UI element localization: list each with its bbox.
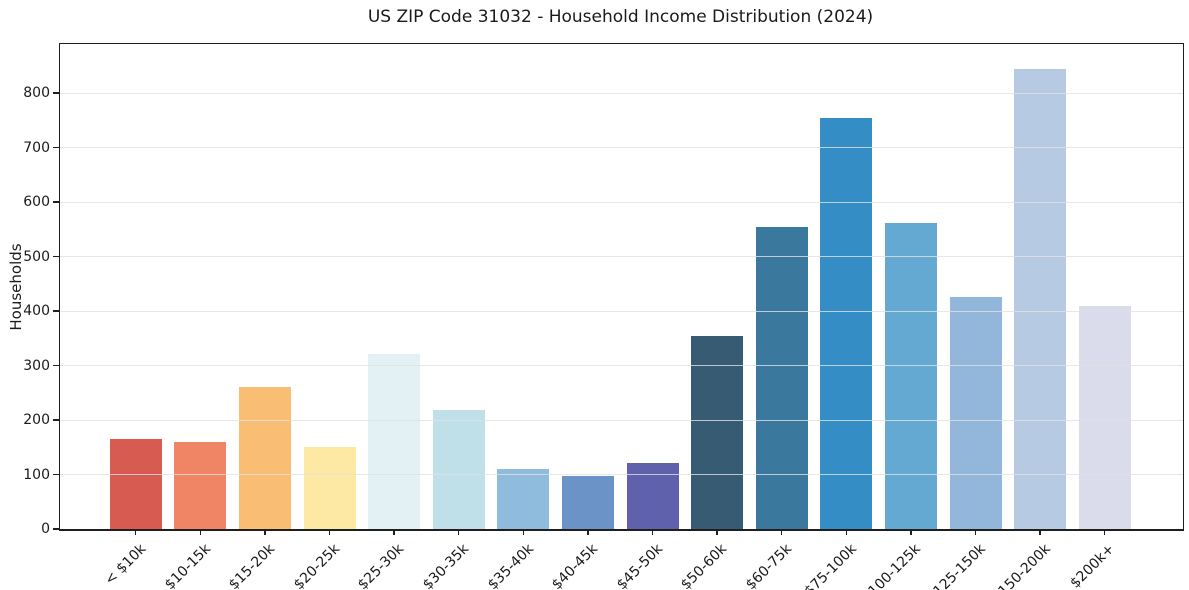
bar-$10-15k [174,441,227,529]
x-axis-tick [522,529,525,535]
gridline-100 [60,474,1183,475]
x-axis-tick [716,529,718,535]
y-tick-label: 0 [41,521,50,537]
x-tick-label: $40-45k [549,541,602,590]
y-tick-label: 300 [23,357,50,374]
x-tick-label: < $10k [101,541,150,589]
x-axis-tick [910,529,912,535]
bar-$35-40k [497,468,550,529]
x-axis-tick [393,529,395,535]
x-tick-label: $15-20k [226,541,279,590]
x-axis-tick [134,529,137,535]
y-axis-tick [53,92,60,94]
gridline-300 [60,365,1183,367]
y-tick-label: 100 [23,466,50,483]
bar-$60-75k [755,227,808,529]
x-axis-tick [1039,529,1041,535]
x-tick-label: $30-35k [419,541,473,590]
bar-$150-200k [1014,68,1067,529]
x-axis-tick [974,529,977,535]
x-axis-tick [328,529,331,535]
y-axis-tick [53,310,60,312]
x-axis-tick [264,529,266,535]
y-tick-label: 600 [23,194,50,211]
y-tick-label: 400 [23,303,50,320]
gridline-700 [60,147,1183,149]
x-tick-label: $200k+ [1067,541,1119,590]
bar-$45-50k [626,463,679,529]
x-tick-label: $35-40k [484,541,537,590]
bar-$15-20k [238,387,291,529]
x-tick-label: $75-100k [801,541,860,590]
bar-$30-35k [432,409,485,529]
bar-$50-60k [691,335,744,529]
gridline-200 [60,419,1183,421]
y-tick-label: 700 [23,139,50,156]
gridline-400 [60,310,1183,312]
y-axis-tick [53,364,60,367]
x-tick-label: $125-150k [924,541,989,590]
x-axis-tick [780,529,783,535]
y-axis-tick [53,201,60,203]
gridline-600 [60,201,1183,203]
x-axis-tick [587,529,589,535]
x-axis-tick [651,529,654,535]
x-axis-tick [845,529,848,535]
bar-< $10k [109,438,162,529]
plot-area: 0 100 200 300 400 500 600 700 800 < $10k $10-15k $1… [23,43,1184,590]
x-axis-tick [1103,529,1106,535]
x-tick-label: $45-50k [613,541,666,590]
x-tick-label: $60-75k [742,541,796,590]
gridline-800 [60,92,1183,94]
x-axis-tick [199,529,202,535]
chart-title: US ZIP Code 31032 - Household Income Dis… [367,7,874,27]
x-tick-label: $25-30k [355,541,408,590]
bar-$25-30k [368,354,421,529]
y-tick-label: 800 [23,85,50,102]
bar-$100-125k [884,223,937,529]
y-axis-tick [53,473,60,476]
x-tick-label: $150-200k [988,541,1054,590]
y-axis-tick [53,419,60,421]
bar-$75-100k [820,117,873,529]
bar-$125-150k [949,297,1002,529]
x-tick-label: $20-25k [290,541,343,590]
x-tick-label: $50-60k [678,541,731,590]
gridline-500 [60,256,1183,258]
y-tick-label: 200 [23,412,50,428]
y-axis-tick [53,146,60,149]
y-tick-label: 500 [23,248,50,265]
x-axis-tick [457,529,460,535]
bar-$20-25k [303,447,356,529]
x-tick-label: $10-15k [161,541,214,590]
bar-$200k+ [1078,305,1131,529]
x-tick-label: $100-125k [859,541,925,590]
y-axis-tick [53,255,60,258]
bar-$40-45k [561,475,614,529]
y-axis-tick [53,528,60,530]
